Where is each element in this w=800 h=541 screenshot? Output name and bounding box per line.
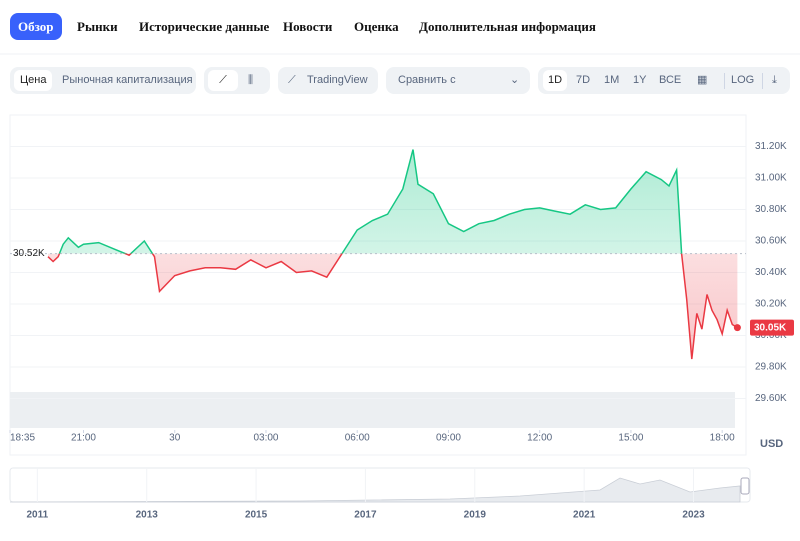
compare-label: Сравнить с	[398, 74, 456, 86]
nav-tick-label: 2011	[26, 510, 48, 521]
price-line-up	[58, 149, 683, 254]
x-tick-label: 18:00	[710, 433, 735, 444]
range[interactable]: 1Y	[633, 74, 647, 86]
y-tick-label: 29.80K	[755, 362, 787, 373]
last-label: 30.05K	[754, 322, 787, 333]
x-tick-label: 12:00	[527, 433, 552, 444]
area-down	[48, 253, 738, 360]
candle-icon[interactable]: ⫼	[248, 74, 254, 86]
chart-frame	[9, 114, 747, 456]
tab[interactable]: Обзор	[10, 13, 62, 40]
x-tick-label: 09:00	[436, 433, 461, 444]
volume-band	[10, 392, 735, 428]
tradingview-label: TradingView	[307, 74, 368, 86]
calendar-icon[interactable]: ▦	[697, 74, 708, 86]
nav-tick-label: 2015	[245, 510, 268, 521]
log[interactable]: LOG	[731, 74, 755, 86]
x-tick-label: 03:00	[253, 433, 278, 444]
tab[interactable]: Оценка	[354, 19, 399, 34]
baseline-label: 30.52K	[13, 248, 45, 259]
y-tick-label: 30.20K	[755, 299, 787, 310]
last-badge	[750, 319, 794, 336]
x-tick-label: 30	[169, 433, 181, 444]
nav-tick-label: 2017	[354, 510, 377, 521]
tab[interactable]: Рынки	[77, 19, 118, 34]
metric-cap[interactable]: Рыночная капитализация	[62, 74, 193, 86]
range[interactable]: ВСЕ	[659, 74, 682, 86]
nav-tick-label: 2013	[136, 510, 159, 521]
nav-tick-label: 2023	[682, 510, 705, 521]
x-tick-label: 06:00	[345, 433, 370, 444]
x-tick-label: 21:00	[71, 433, 96, 444]
metric-toggle: Цена Рыночная капитализация	[10, 67, 196, 94]
y-tick-label: 29.60K	[755, 393, 787, 404]
download-icon[interactable]: ⤓	[772, 74, 777, 86]
tab[interactable]: Новости	[283, 19, 333, 34]
navigator-handle[interactable]	[740, 477, 750, 495]
chart-kind: ⟋ ⫼	[204, 67, 270, 94]
tab[interactable]: Дополнительная информация	[419, 19, 596, 34]
x-tick-label: 18:35	[10, 433, 35, 444]
area-up	[48, 149, 738, 254]
range[interactable]: 7D	[576, 74, 591, 86]
line-icon[interactable]: ⟋	[208, 70, 238, 91]
tradingview[interactable]: ⟋ TradingView	[278, 67, 378, 94]
y-tick-label: 30.60K	[755, 236, 787, 247]
price-line-down	[47, 253, 738, 360]
y-tick-label: 31.00K	[755, 173, 787, 184]
last-point	[733, 324, 741, 332]
navigator	[9, 467, 751, 503]
nav-tick-label: 2021	[573, 510, 596, 521]
range[interactable]: 1D	[543, 70, 568, 91]
y-tick-label: 30.40K	[755, 267, 787, 278]
compare[interactable]: Сравнить с ⌄	[386, 67, 530, 94]
nav-tick-label: 2019	[464, 510, 487, 521]
range[interactable]: 1M	[604, 74, 620, 86]
y-tick-label: 30.80K	[755, 204, 787, 215]
y-tick-label: 30.00K	[755, 330, 787, 341]
range-toggle: ▦ LOG ⤓ 1D 7D 1M 1Y ВСЕ	[538, 67, 790, 94]
y-unit: USD	[760, 438, 783, 450]
tab[interactable]: Исторические данные	[139, 19, 270, 34]
y-tick-label: 31.20K	[755, 141, 787, 152]
x-tick-label: 15:00	[618, 433, 643, 444]
metric-price[interactable]: Цена	[14, 70, 53, 91]
navigator-area	[9, 477, 741, 503]
